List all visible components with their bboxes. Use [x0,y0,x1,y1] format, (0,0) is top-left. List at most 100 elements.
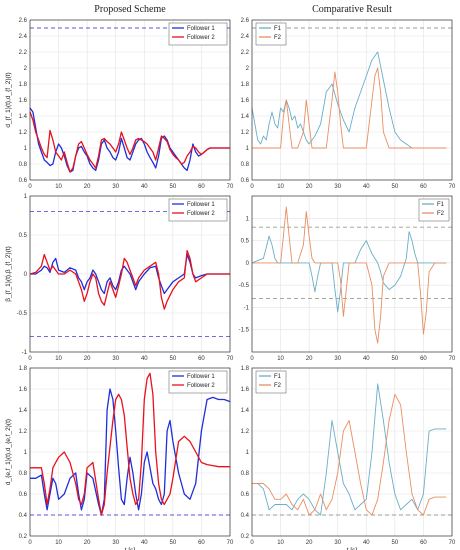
x-axis-label: t [s] [125,547,136,550]
y-tick-label: 0.8 [241,162,250,168]
series-line-1 [251,51,447,149]
series-line-1 [30,253,230,295]
y-tick-label: 1 [24,194,28,200]
x-tick-label: 20 [84,540,91,546]
x-tick-label: 30 [112,356,119,362]
x-tick-label: 60 [198,356,205,362]
y-tick-label: -0.5 [17,311,28,317]
x-tick-label: 40 [363,540,370,546]
legend-label: Follower 1 [187,26,215,32]
x-tick-label: 70 [449,184,456,190]
y-tick-label: 1 [24,450,28,456]
y-tick-label: 1.8 [241,366,250,372]
series-line-2 [29,249,230,310]
y-axis-label: d_{f_1}(t),d_{f_2}(t) [5,72,12,127]
y-tick-label: 1.4 [241,408,250,414]
legend-label: Follower 1 [187,202,215,208]
legend-label: F1 [274,26,282,32]
panel-proposed-2: 0 10 20 30 40 50 60 70 -1 -0.5 0 0.5 1 β_{f_1}(t),β_{… [5,194,234,362]
legend-box [418,198,450,222]
x-tick-label: 30 [334,184,341,190]
x-tick-label: 20 [306,540,313,546]
y-tick-label: 0.5 [241,239,250,245]
y-tick-label: 1.2 [241,429,250,435]
y-tick-label: -0.5 [239,283,250,289]
x-tick-label: 10 [55,356,62,362]
axes-frame [251,367,453,537]
x-tick-label: 10 [277,540,284,546]
series-line-1 [252,383,447,516]
x-tick-label: 70 [227,356,234,362]
series-line-2 [29,111,230,173]
x-tick-label: 20 [306,184,313,190]
series-line-2 [252,206,447,344]
x-tick-label: 70 [227,184,234,190]
x-tick-label: 20 [84,356,91,362]
axes-frame [251,19,453,181]
y-tick-label: 1 [246,216,250,222]
y-tick-label: 0.8 [19,471,28,477]
x-tick-label: 30 [334,356,341,362]
x-tick-label: 60 [198,540,205,546]
axes-frame [29,19,231,181]
y-tick-label: 0.4 [19,513,28,519]
legend-label: F1 [274,374,282,380]
y-tick-label: 1.8 [241,82,250,88]
panel-proposed-3: 0 10 20 30 40 50 60 70 0.2 0.4 0.6 0.8 1 1.2 1.4 1.6 1.8… [5,366,234,550]
legend-box [255,370,287,394]
series-line-2 [252,67,447,149]
x-tick-label: 50 [170,540,177,546]
y-tick-label: 1.2 [19,130,28,136]
x-tick-label: 40 [141,184,148,190]
y-tick-label: 1.6 [241,98,250,104]
y-tick-label: 0.8 [241,471,250,477]
x-tick-label: 60 [420,356,427,362]
y-tick-label: 0.2 [19,534,28,540]
panel-comparative-2: 0 10 20 30 40 50 60 70 -1.5 -1 -0.5 0 0.5 1 F1 F2 [239,195,456,362]
y-tick-label: 1.2 [19,429,28,435]
y-tick-label: 2.6 [19,18,28,24]
x-tick-label: 10 [277,184,284,190]
x-tick-label: 10 [55,184,62,190]
x-tick-label: 50 [170,356,177,362]
y-tick-label: 2.2 [19,50,28,56]
y-tick-label: 0.6 [19,178,28,184]
x-tick-label: 50 [392,356,399,362]
axes-frame [251,195,453,353]
y-tick-label: -1 [22,350,28,356]
legend-label: Follower 2 [187,211,215,217]
x-tick-label: 60 [420,184,427,190]
panel-comparative-1: 0 10 20 30 40 50 60 70 0.6 0.8 1 1.2 1.4 1.6 1.8 2 2.2 2.… [241,18,456,190]
y-tick-label: 0.6 [241,492,250,498]
left-column-title: Proposed Scheme [94,4,166,15]
y-tick-label: 2.4 [19,34,28,40]
y-tick-label: 1.8 [19,82,28,88]
axes-frame [29,367,231,537]
series-line-1 [30,388,231,516]
y-tick-label: 1.4 [19,114,28,120]
y-tick-label: 1.2 [241,130,250,136]
y-tick-label: 2 [246,66,250,72]
x-tick-label: 70 [449,356,456,362]
x-tick-label: 0 [250,540,254,546]
x-tick-label: 10 [277,356,284,362]
x-tick-label: 0 [250,184,254,190]
x-tick-label: 40 [141,356,148,362]
x-tick-label: 10 [55,540,62,546]
y-tick-label: 0.4 [241,513,250,519]
x-tick-label: 50 [392,540,399,546]
x-tick-label: 40 [363,356,370,362]
x-tick-label: 70 [449,540,456,546]
x-tick-label: 20 [306,356,313,362]
x-tick-label: 0 [28,540,32,546]
series-line-2 [252,393,447,516]
x-tick-label: 40 [141,540,148,546]
x-tick-label: 30 [112,184,119,190]
x-tick-label: 40 [363,184,370,190]
x-tick-label: 50 [392,184,399,190]
y-tick-label: 2.6 [241,18,250,24]
x-tick-label: 30 [334,540,341,546]
y-tick-label: 1.6 [19,387,28,393]
panel-comparative-3: 0 10 20 30 40 50 60 70 0.2 0.4 0.6 0.8 1 1.2 1.4 1.6 1.8… [241,366,456,550]
y-tick-label: 0.2 [241,534,250,540]
